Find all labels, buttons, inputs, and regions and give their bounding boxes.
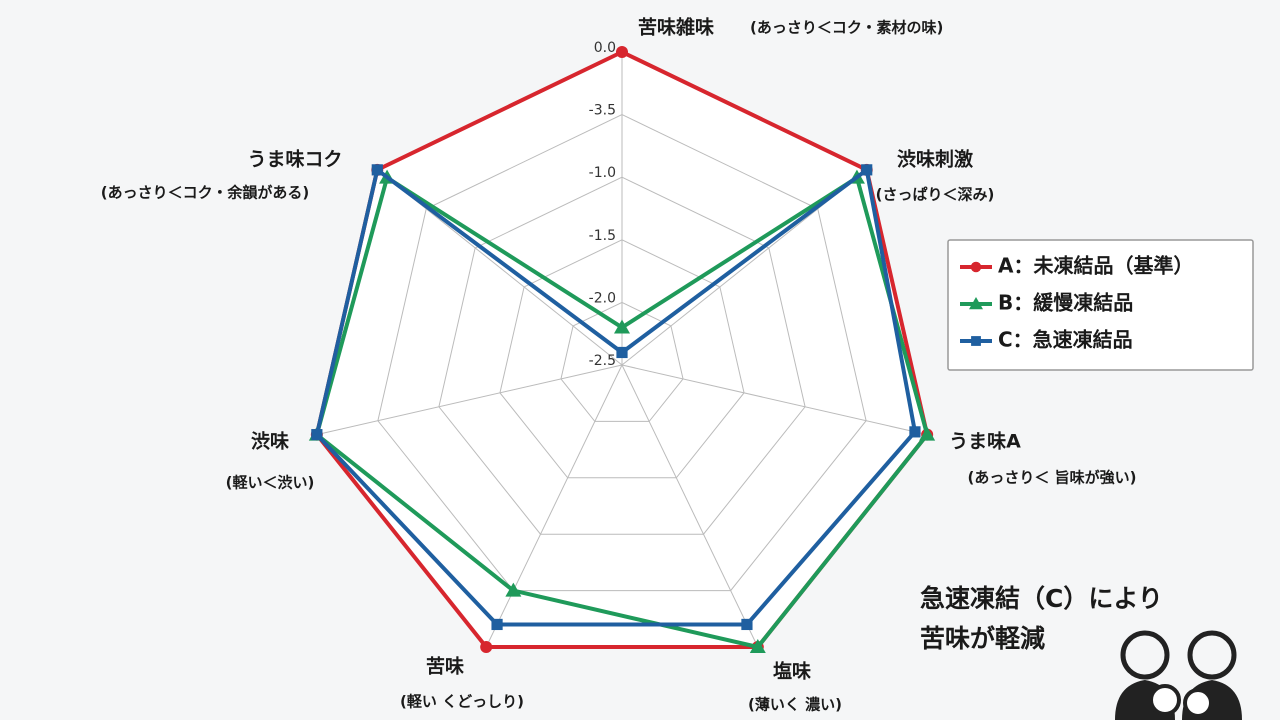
axis-note: (あっさり＜コク・余韻がある) xyxy=(101,184,309,202)
marker xyxy=(371,164,383,176)
marker xyxy=(311,429,323,441)
marker xyxy=(505,582,522,597)
marker xyxy=(614,319,630,334)
spoke xyxy=(485,364,623,648)
marker xyxy=(491,618,503,631)
legend-marker xyxy=(969,297,983,310)
r-tick-label: -3.5 xyxy=(589,103,616,119)
r-tick-label: -2.5 xyxy=(589,353,616,369)
axis-label: 苦味雑味 xyxy=(638,16,714,39)
spoke xyxy=(621,364,928,436)
legend-marker xyxy=(971,336,981,346)
axis-label: うま味A xyxy=(949,431,1021,453)
series-line xyxy=(314,175,930,650)
legend-label: A：未凍結品（基準） xyxy=(998,254,1193,278)
axis-note: (あっさり＜コク・素材の味) xyxy=(750,19,943,37)
axis-label: 渋味 xyxy=(251,430,289,453)
marker xyxy=(616,346,628,359)
marker xyxy=(480,641,493,654)
legend-label: B：緩慢凍結品 xyxy=(998,291,1133,315)
family-icon xyxy=(1115,630,1242,720)
axis-label: 塩味 xyxy=(773,660,811,683)
marker xyxy=(741,618,753,631)
marker xyxy=(749,639,766,654)
spoke xyxy=(316,364,623,436)
grid-line xyxy=(560,301,684,422)
axis-label: 苦味 xyxy=(426,655,464,678)
r-tick-label: -1.5 xyxy=(589,228,616,244)
axis-label: うま味コク xyxy=(247,149,342,171)
axis-note: (軽い くどっしり) xyxy=(400,693,524,711)
marker xyxy=(919,426,936,441)
grid-line xyxy=(438,176,806,535)
r-tick-label: 0.0 xyxy=(594,40,616,56)
axis-note: (あっさり＜ 旨味が強い) xyxy=(968,469,1137,487)
grid-line xyxy=(377,114,867,592)
annotation: 苦味が軽減 xyxy=(920,624,1045,653)
axis-note: (軽い＜渋い) xyxy=(226,474,315,492)
r-tick-label: -2.0 xyxy=(589,290,616,306)
axis-note: (薄いく 濃い) xyxy=(748,696,842,714)
marker xyxy=(616,46,628,58)
marker xyxy=(861,164,873,176)
r-tick-label: -1.0 xyxy=(589,165,616,181)
legend-marker xyxy=(970,261,982,273)
grid-line xyxy=(499,239,745,479)
axis-label: 渋味刺激 xyxy=(897,148,973,171)
spoke xyxy=(621,364,759,648)
series-line xyxy=(314,167,917,627)
annotation: 急速凍結（C）により xyxy=(920,584,1163,613)
marker xyxy=(909,426,921,438)
legend-box xyxy=(947,239,1254,371)
axis-note: (さっぱり＜深み) xyxy=(876,186,995,204)
legend-label: C：急速凍結品 xyxy=(998,328,1133,352)
